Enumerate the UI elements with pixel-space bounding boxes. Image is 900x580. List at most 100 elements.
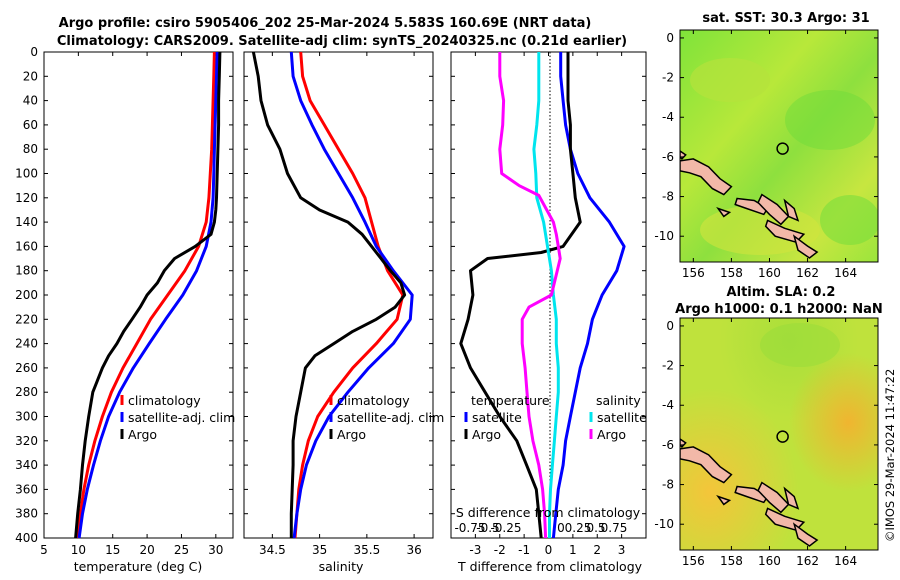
sla-map-title-line1: Altim. SLA: 0.2 — [727, 285, 836, 300]
sst-land — [680, 150, 819, 259]
salinity-depth-ticks — [244, 51, 433, 539]
map-x-tick-label: 158 — [720, 266, 743, 280]
series-line-s-argo — [498, 52, 562, 539]
map-y-tick-label: -6 — [662, 150, 674, 164]
map-x-tick-label: 160 — [758, 554, 781, 568]
sst-map-field — [680, 30, 878, 262]
s-diff-tick-label: 0.75 — [601, 521, 628, 535]
series-line-argo — [251, 51, 407, 538]
sst-patch — [820, 195, 878, 245]
s-diff-tick-label: 0.5 — [586, 521, 605, 535]
x-tick-label: 5 — [40, 543, 48, 557]
temperature-xlabel: temperature (deg C) — [74, 559, 203, 574]
x-tick-label: 2 — [593, 543, 601, 557]
y-tick-label: 360 — [15, 482, 38, 496]
y-tick-label: 80 — [23, 142, 38, 156]
y-tick-label: 220 — [15, 312, 38, 326]
x-tick-label: 20 — [139, 543, 154, 557]
s-diff-tick-label: -0.25 — [490, 521, 521, 535]
sst-map-frame — [679, 29, 879, 263]
map-y-tick-label: -2 — [662, 359, 674, 373]
x-tick-label: -1 — [518, 543, 530, 557]
map-y-tick-label: -2 — [662, 71, 674, 85]
map-y-tick-label: -6 — [662, 438, 674, 452]
x-tick-label: 1 — [569, 543, 577, 557]
island — [792, 234, 819, 259]
sla-map-panel: Altim. SLA: 0.2 Argo h1000: 0.1 h2000: N… — [654, 285, 882, 568]
legend-label-t-satellite: satellite — [472, 410, 522, 425]
sst-map-panel: sat. SST: 30.3 Argo: 31 156 158 160 162 164 0… — [654, 11, 879, 280]
island — [783, 198, 800, 222]
difference-panel: -3 -2 -1 0 1 2 3 temperature satellite Argo sa… — [450, 51, 647, 574]
x-tick-label: 34.5 — [259, 543, 286, 557]
island — [734, 485, 769, 504]
map-x-tick-label: 156 — [682, 266, 705, 280]
sst-map-title: sat. SST: 30.3 Argo: 31 — [702, 11, 869, 26]
legend-label-argo: Argo — [128, 427, 157, 442]
series-line-satellite-adj-clim — [289, 51, 414, 539]
island — [783, 486, 800, 510]
x-tick-label: 10 — [71, 543, 86, 557]
island — [792, 522, 819, 547]
difference-depth-ticks — [451, 51, 646, 539]
figure-title-line1: Argo profile: csiro 5905406_202 25-Mar-2… — [59, 16, 592, 31]
x-tick-label: 35.5 — [353, 543, 380, 557]
y-tick-label: 300 — [15, 410, 38, 424]
legend-label-s-argo: Argo — [597, 427, 626, 442]
sla-map-frame — [679, 317, 879, 551]
series-line-climatology — [76, 51, 216, 539]
y-tick-label: 380 — [15, 507, 38, 521]
x-tick-label: 25 — [174, 543, 189, 557]
t-difference-xlabel: T difference from climatology — [457, 559, 643, 574]
y-tick-label: 280 — [15, 385, 38, 399]
y-tick-label: 320 — [15, 434, 38, 448]
series-line-s-satellite — [532, 52, 560, 538]
figure-title-line2: Climatology: CARS2009. Satellite-adj cli… — [57, 34, 627, 49]
y-tick-label: 160 — [15, 239, 38, 253]
s-difference-ticks: -0.75-0.5-0.25 0 0.250.50.75 — [454, 521, 627, 535]
series-line-t-argo — [459, 52, 582, 539]
sla-patch — [760, 323, 840, 367]
legend-label-satellite: satellite-adj. clim — [337, 410, 444, 425]
map-x-tick-label: 156 — [682, 554, 705, 568]
map-y-tick-label: -10 — [654, 517, 674, 531]
island — [716, 495, 732, 506]
temperature-axis-ticks: 5 10 15 20 25 30 — [40, 52, 223, 557]
sla-land — [680, 438, 819, 547]
y-tick-label: 40 — [23, 94, 38, 108]
s-difference-label: S difference from climatology — [456, 505, 641, 520]
legend-label-climatology: climatology — [337, 393, 410, 408]
map-y-tick-label: -4 — [662, 398, 674, 412]
map-x-tick-label: 160 — [758, 266, 781, 280]
x-tick-label: -3 — [469, 543, 481, 557]
sst-patch — [690, 58, 770, 102]
map-x-tick-label: 162 — [796, 266, 819, 280]
salinity-legend: climatology satellite-adj. clim Argo — [329, 393, 444, 442]
legend-label-satellite: satellite-adj. clim — [128, 410, 235, 425]
x-tick-label: 0 — [545, 543, 553, 557]
imos-timestamp: ©IMOS 29-Mar-2024 11:47:22 — [883, 369, 897, 542]
depth-axis-ticks: 0 20 40 60 80 100 120 140 160 180 200 220 240 260 280 3… — [15, 45, 233, 545]
salinity-lines — [251, 51, 414, 539]
s-diff-tick-label: -0.5 — [476, 521, 499, 535]
s-diff-tick-label: 0 — [557, 521, 565, 535]
legend-label-climatology: climatology — [128, 393, 201, 408]
island — [680, 158, 733, 196]
legend-label-s-satellite: satellite — [597, 410, 647, 425]
series-line-t-satellite — [551, 52, 626, 539]
salinity-axis-ticks: 34.5 35 35.5 36 — [259, 52, 422, 557]
s-diff-tick-label: 0.25 — [565, 521, 592, 535]
map-x-tick-label: 158 — [720, 554, 743, 568]
x-tick-label: 35 — [312, 543, 327, 557]
temperature-legend: climatology satellite-adj. clim Argo — [120, 393, 235, 442]
legend-label-t-argo: Argo — [472, 427, 501, 442]
island — [734, 197, 769, 216]
island — [716, 207, 732, 218]
x-tick-label: 36 — [406, 543, 421, 557]
y-tick-label: 340 — [15, 458, 38, 472]
y-tick-label: 140 — [15, 215, 38, 229]
sla-map-title-line2: Argo h1000: 0.1 h2000: NaN — [675, 302, 883, 317]
island — [680, 446, 733, 484]
map-y-tick-label: 0 — [666, 31, 674, 45]
